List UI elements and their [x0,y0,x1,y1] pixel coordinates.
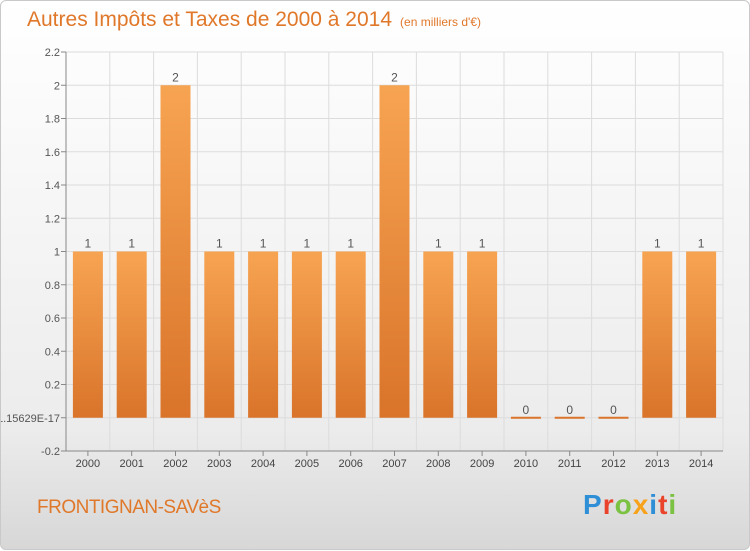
x-tick-label: 2011 [558,458,582,470]
x-tick-label: 2003 [207,458,231,470]
y-tick-label: 0.2 [45,380,60,392]
data-label: 1 [698,237,705,251]
data-label: 1 [216,237,223,251]
y-tick-label: 1.4 [45,180,60,192]
x-tick-label: 2001 [119,458,143,470]
proxiti-logo: Proxiti [583,489,677,521]
chart-unit: (en milliers d'€) [400,15,482,29]
bar [160,85,191,418]
bar [335,251,366,418]
data-label: 1 [479,237,486,251]
bar [379,85,410,418]
data-label: 1 [304,237,311,251]
x-tick-label: 2013 [645,458,669,470]
chart-title: Autres Impôts et Taxes de 2000 à 2014 (en… [27,8,481,32]
bar [467,251,498,418]
x-tick-label: 2008 [426,458,450,470]
data-label: 2 [391,70,398,84]
data-label: 2 [172,70,179,84]
logo-letter: r [602,489,615,520]
data-label: 0 [523,403,530,417]
logo-letter: i [668,489,678,520]
bar [248,251,279,418]
data-label: 0 [610,403,617,417]
x-tick-label: 2004 [251,458,275,470]
chart-title-text: Autres Impôts et Taxes de 2000 à 2014 [27,8,393,31]
axis-layer: -0.2 -1.15629E-17 0.2 0.4 0.6 0.8 1 1.2 1.4 1.6 1.… [1,47,723,470]
data-label: 1 [654,237,661,251]
bar [204,251,235,418]
y-tick-label: -1.15629E-17 [1,413,60,425]
bar [423,251,454,418]
bar [291,251,322,418]
place-name: FRONTIGNAN-SAVèS [37,497,221,518]
x-tick-label: 2006 [338,458,362,470]
x-tick-label: 2010 [514,458,538,470]
x-tick-label: 2009 [470,458,494,470]
data-label: 1 [85,237,92,251]
logo-letter: i [649,489,659,520]
y-tick-label: 1.2 [45,213,60,225]
bar [116,251,147,418]
bar-layer [72,85,717,419]
x-tick-label: 2014 [689,458,713,470]
label-layer: 1 1 2 1 1 1 1 2 1 1 0 0 0 1 1 [85,70,705,417]
y-tick-label: 2 [54,80,60,92]
x-tick-label: 2002 [163,458,187,470]
x-tick-label: 2000 [76,458,100,470]
logo-letter: x [632,489,650,520]
bar [72,251,103,418]
y-tick-label: 1.6 [45,147,60,159]
y-tick-label: 1 [54,247,60,259]
data-label: 1 [128,237,135,251]
x-tick-label: 2005 [295,458,319,470]
y-tick-label: 0.4 [45,346,60,358]
data-label: 1 [347,237,354,251]
x-tick-label: 2012 [601,458,625,470]
logo-letter: o [614,489,633,520]
y-tick-label: 2.2 [45,47,60,59]
logo-letter: P [583,489,603,520]
x-tick-label: 2007 [382,458,406,470]
y-tick-label: 1.8 [45,114,60,126]
bar [642,251,673,418]
data-label: 1 [435,237,442,251]
data-label: 0 [566,403,573,417]
y-tick-label: -0.2 [41,446,60,458]
data-label: 1 [260,237,267,251]
logo-letter: t [658,489,669,520]
y-tick-label: 0.8 [45,280,60,292]
bar [686,251,717,418]
y-tick-label: 0.6 [45,313,60,325]
